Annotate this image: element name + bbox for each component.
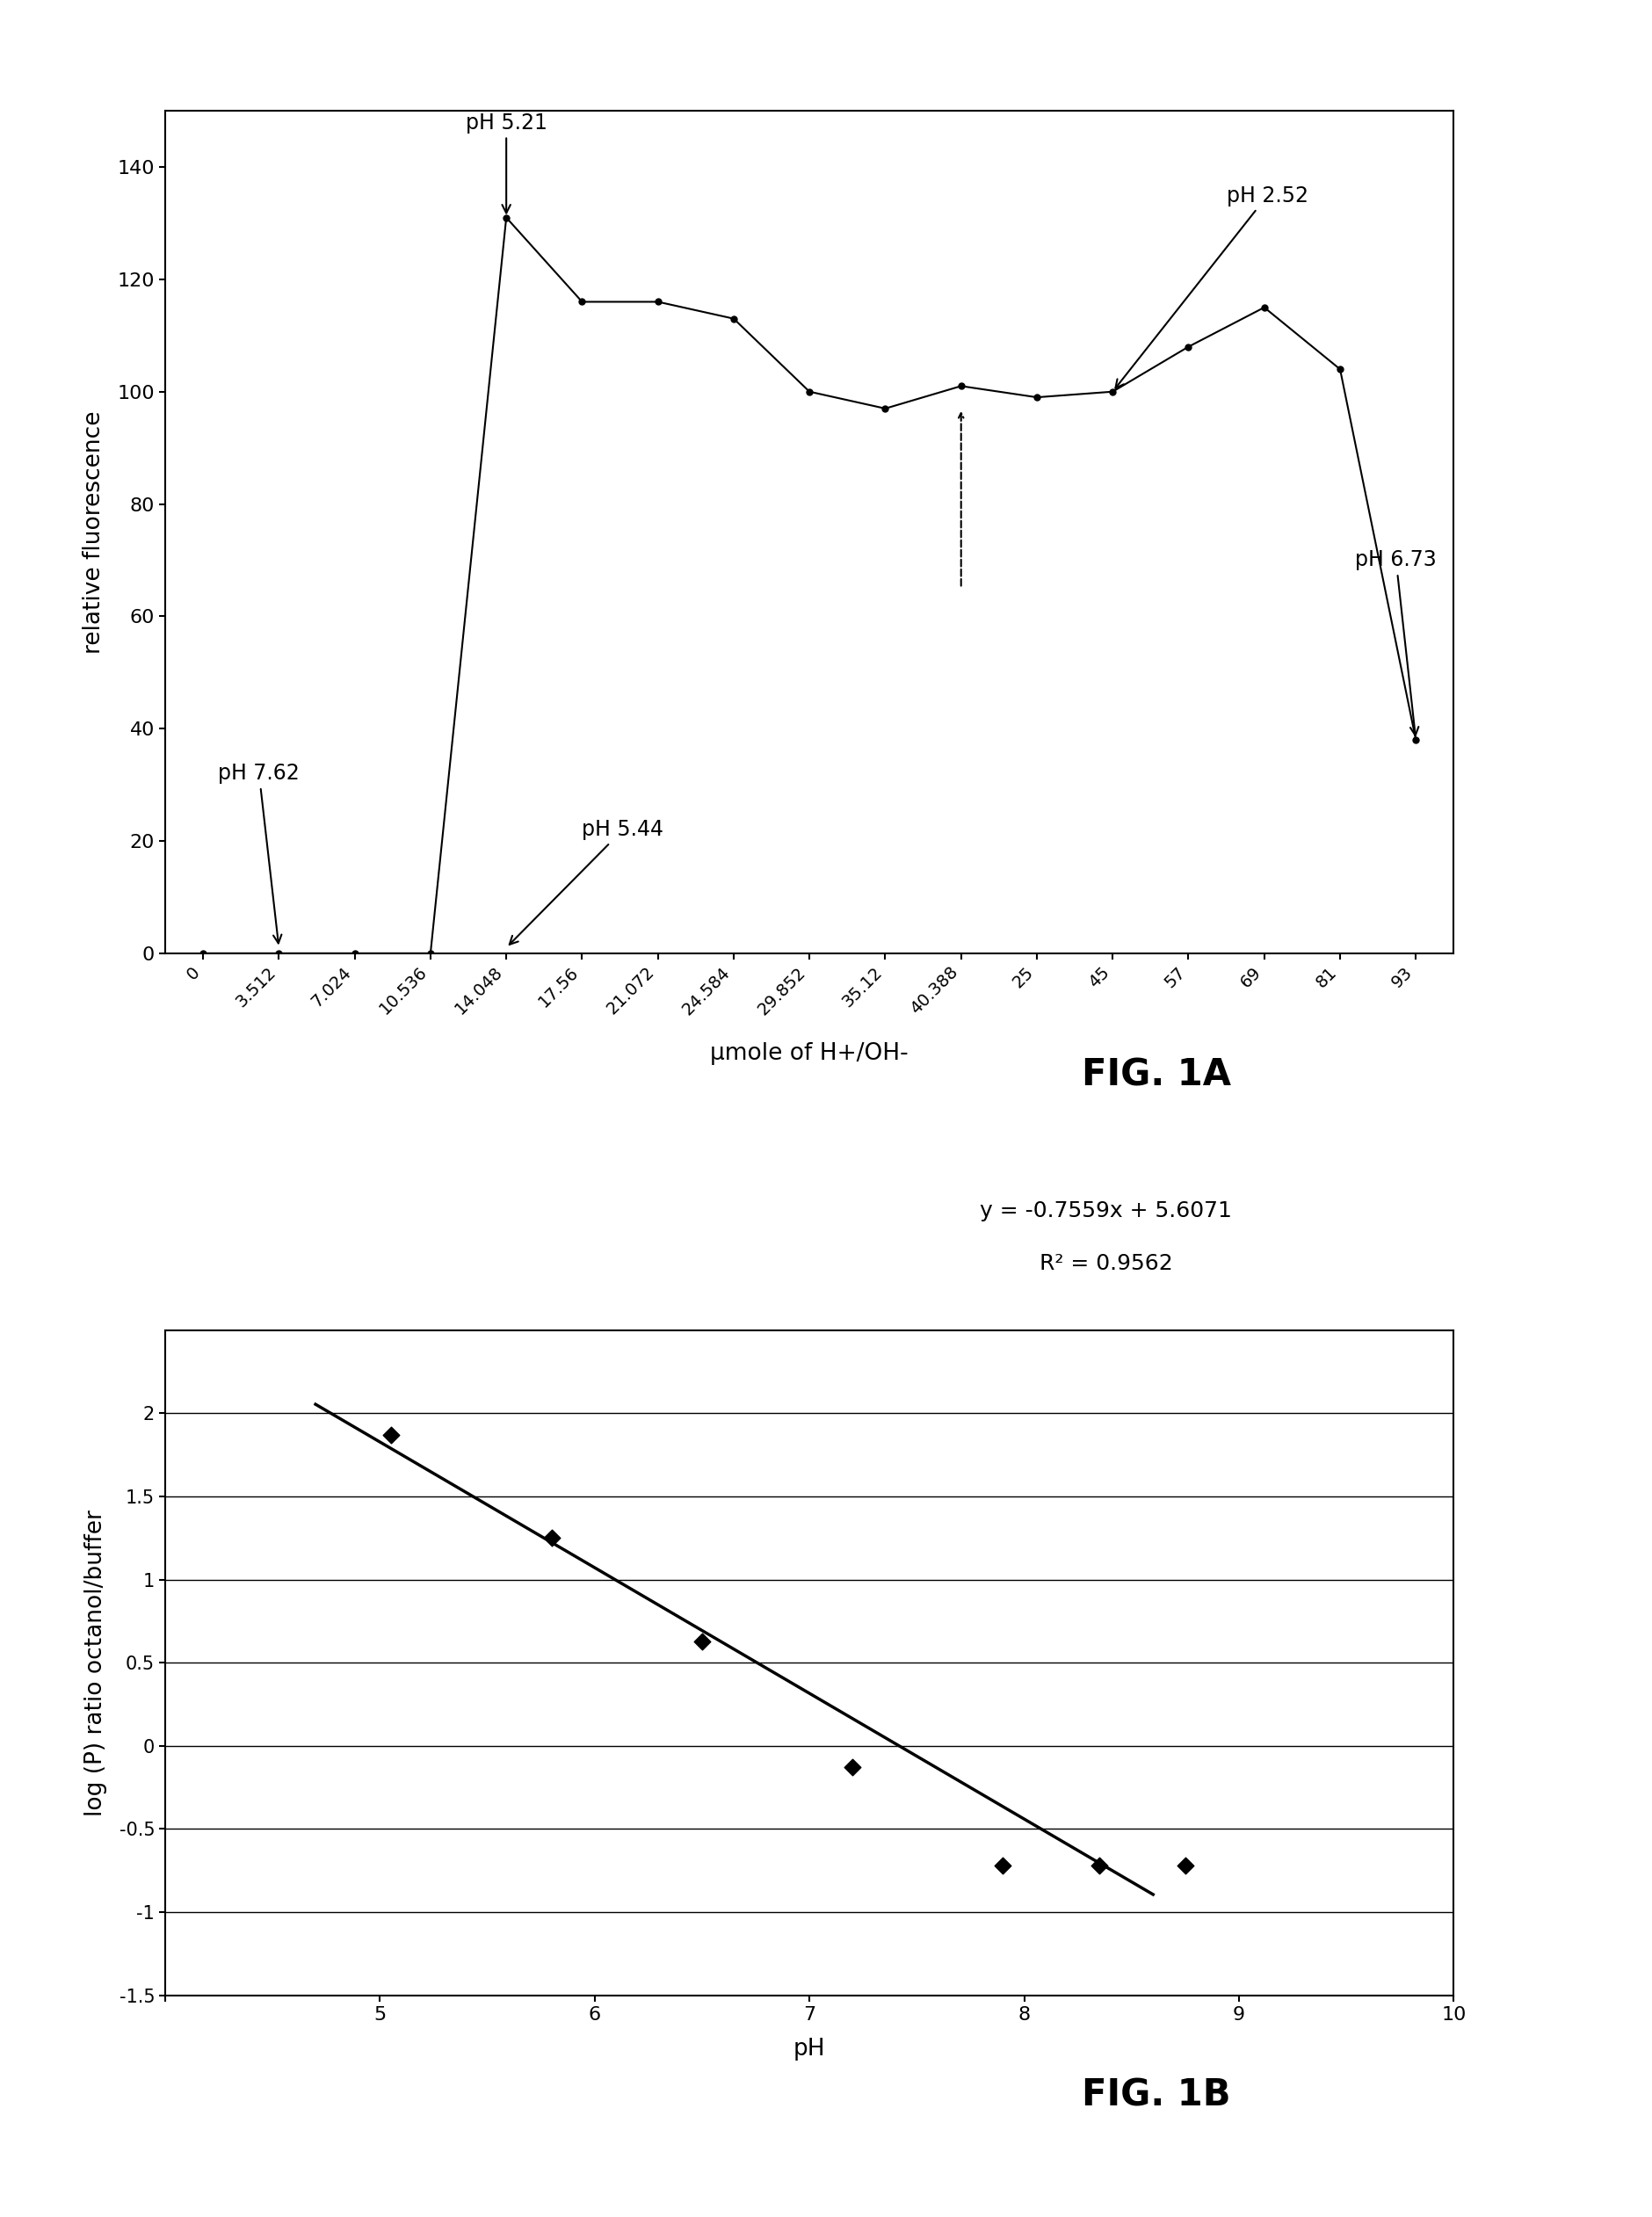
Y-axis label: log (P) ratio octanol/buffer: log (P) ratio octanol/buffer xyxy=(84,1510,107,1816)
Text: y = -0.7559x + 5.6071: y = -0.7559x + 5.6071 xyxy=(980,1199,1232,1222)
Text: pH 7.62: pH 7.62 xyxy=(218,763,299,942)
Point xyxy=(539,1521,565,1556)
Text: pH 5.44: pH 5.44 xyxy=(509,820,664,944)
Point xyxy=(1087,1847,1113,1882)
X-axis label: μmole of H+/OH-: μmole of H+/OH- xyxy=(710,1042,909,1064)
Point xyxy=(1173,1847,1199,1882)
Text: R² = 0.9562: R² = 0.9562 xyxy=(1039,1253,1173,1275)
Y-axis label: relative fluorescence: relative fluorescence xyxy=(83,410,106,654)
Point xyxy=(990,1847,1016,1882)
X-axis label: pH: pH xyxy=(793,2037,826,2062)
Point xyxy=(377,1417,405,1452)
Point xyxy=(839,1749,866,1785)
Text: FIG. 1B: FIG. 1B xyxy=(1082,2077,1231,2113)
Point xyxy=(689,1623,715,1658)
Text: pH 5.21: pH 5.21 xyxy=(466,113,547,213)
Text: pH 2.52: pH 2.52 xyxy=(1115,186,1308,388)
Text: pH 6.73: pH 6.73 xyxy=(1355,550,1437,736)
Text: FIG. 1A: FIG. 1A xyxy=(1082,1058,1231,1093)
